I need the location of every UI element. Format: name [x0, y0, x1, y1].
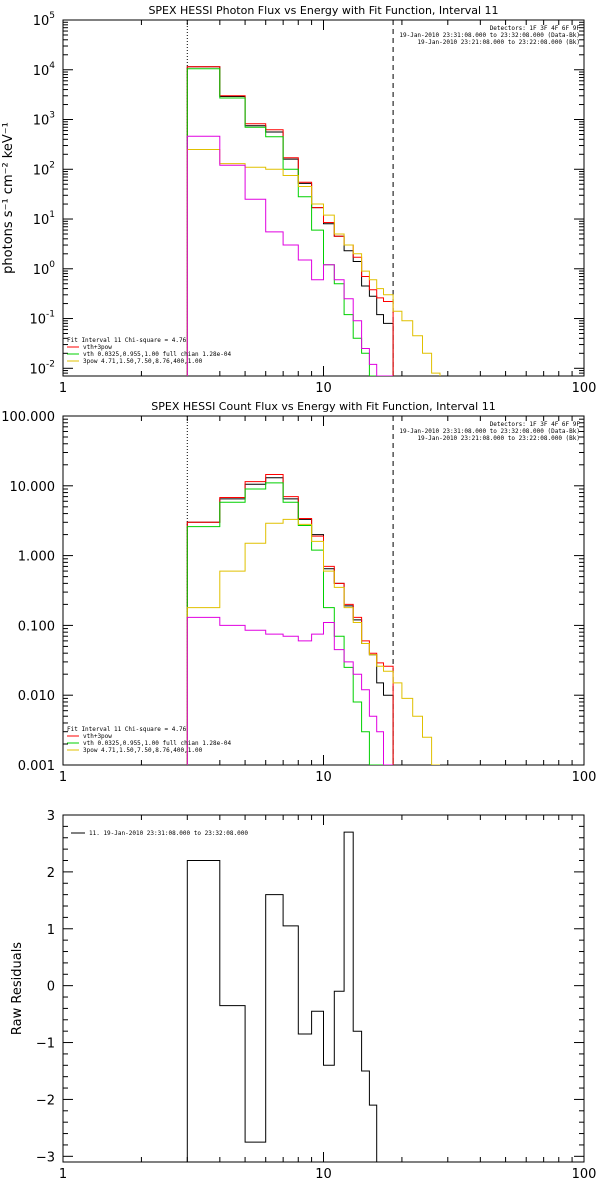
y-tick-label: 0.100 — [18, 619, 55, 634]
legend-text: Detectors: 1F 3F 4F 6F 9F — [490, 25, 581, 32]
x-tick-label: 1 — [59, 770, 67, 785]
series-5-line — [186, 135, 394, 376]
legend-text: 3pow 4.71,1.50,7.50,8.76,400,1.00 — [83, 358, 203, 365]
x-tick-label: 1 — [59, 381, 67, 396]
y-tick-label: 10.000 — [10, 480, 56, 495]
legend-text: 11. 19-Jan-2010 23:31:08.000 to 23:32:08… — [89, 830, 248, 837]
plot-frame — [62, 19, 585, 377]
y-tick-label: 1 — [47, 923, 55, 938]
y-tick-label: 10-2 — [29, 359, 55, 377]
y-tick-label: 104 — [33, 61, 56, 79]
legend-text: vth+3pow — [83, 733, 112, 740]
legend-text: 19-Jan-2010 23:21:08.000 to 23:22:08.000… — [417, 435, 580, 442]
legend-text: vth+3pow — [83, 344, 112, 351]
series-2-line — [186, 474, 394, 765]
series-3-line — [186, 482, 394, 765]
y-tick-label: 0.010 — [18, 689, 55, 704]
series-5-line — [186, 616, 394, 765]
legend-text: Fit Interval 11 Chi-square = 4.76 — [67, 337, 187, 344]
x-tick-label: 100 — [572, 770, 597, 785]
y-axis-label: photons s⁻¹ cm⁻² keV⁻¹ — [1, 122, 16, 274]
legend-text: vth 0.0325,0.955,1.00 full chian 1.28e-0… — [83, 740, 231, 747]
y-tick-label: 105 — [33, 11, 55, 29]
series-2-line — [186, 66, 394, 376]
y-tick-label: 2 — [47, 866, 55, 881]
y-tick-label: 0 — [47, 980, 55, 995]
y-tick-label: 10-1 — [29, 310, 55, 328]
y-tick-label: 1.000 — [18, 550, 55, 565]
chart-panel-1: SPEX HESSI Photon Flux vs Energy with Fi… — [1, 4, 596, 396]
series-group — [186, 831, 378, 1162]
series-group — [186, 474, 440, 765]
y-tick-label: 102 — [33, 160, 55, 178]
plot-frame — [62, 814, 585, 1163]
series-1-line — [186, 477, 394, 765]
y-tick-label: −1 — [36, 1037, 55, 1052]
y-tick-label: 100.000 — [1, 410, 55, 425]
y-tick-label: 101 — [33, 210, 55, 228]
series-4-line — [186, 149, 441, 376]
series-1-line — [186, 831, 378, 1162]
y-tick-label: 0.001 — [18, 759, 55, 774]
x-tick-label: 100 — [572, 381, 597, 396]
y-tick-label: 103 — [33, 111, 55, 129]
series-1-line — [186, 66, 394, 376]
series-4-line — [186, 518, 440, 765]
x-tick-label: 10 — [315, 381, 332, 396]
x-tick-label: 100 — [572, 1167, 597, 1182]
legend-text: Detectors: 1F 3F 4F 6F 9F — [490, 421, 581, 428]
x-tick-label: 1 — [59, 1167, 67, 1182]
chart-title: SPEX HESSI Count Flux vs Energy with Fit… — [151, 400, 495, 413]
legend-text: vth 0.0325,0.955,1.00 full chian 1.28e-0… — [83, 351, 231, 358]
y-tick-label: −3 — [36, 1150, 55, 1165]
legend-text: 19-Jan-2010 23:31:08.000 to 23:32:08.000… — [399, 428, 580, 435]
chart-title: SPEX HESSI Photon Flux vs Energy with Fi… — [148, 4, 498, 17]
legend-text: 19-Jan-2010 23:21:08.000 to 23:22:08.000… — [417, 39, 580, 46]
x-tick-label: 10 — [315, 1167, 332, 1182]
series-group — [186, 66, 441, 376]
legend-text: 19-Jan-2010 23:31:08.000 to 23:32:08.000… — [399, 32, 580, 39]
x-tick-label: 10 — [315, 770, 332, 785]
legend-text: 3pow 4.71,1.50,7.50,8.76,400,1.00 — [83, 747, 203, 754]
series-3-line — [186, 68, 394, 376]
chart-panel-3: 1 10 100 −3 −2 −1 0 1 2 3 Raw Residuals 11. 19-Jan-… — [10, 809, 596, 1182]
y-tick-label: 3 — [47, 809, 55, 824]
y-axis-label: Raw Residuals — [10, 942, 25, 1035]
y-tick-label: −2 — [36, 1093, 55, 1108]
chart-panel-2: SPEX HESSI Count Flux vs Energy with Fit… — [1, 400, 596, 785]
legend-text: Fit Interval 11 Chi-square = 4.76 — [67, 726, 187, 733]
y-tick-label: 100 — [33, 260, 56, 278]
